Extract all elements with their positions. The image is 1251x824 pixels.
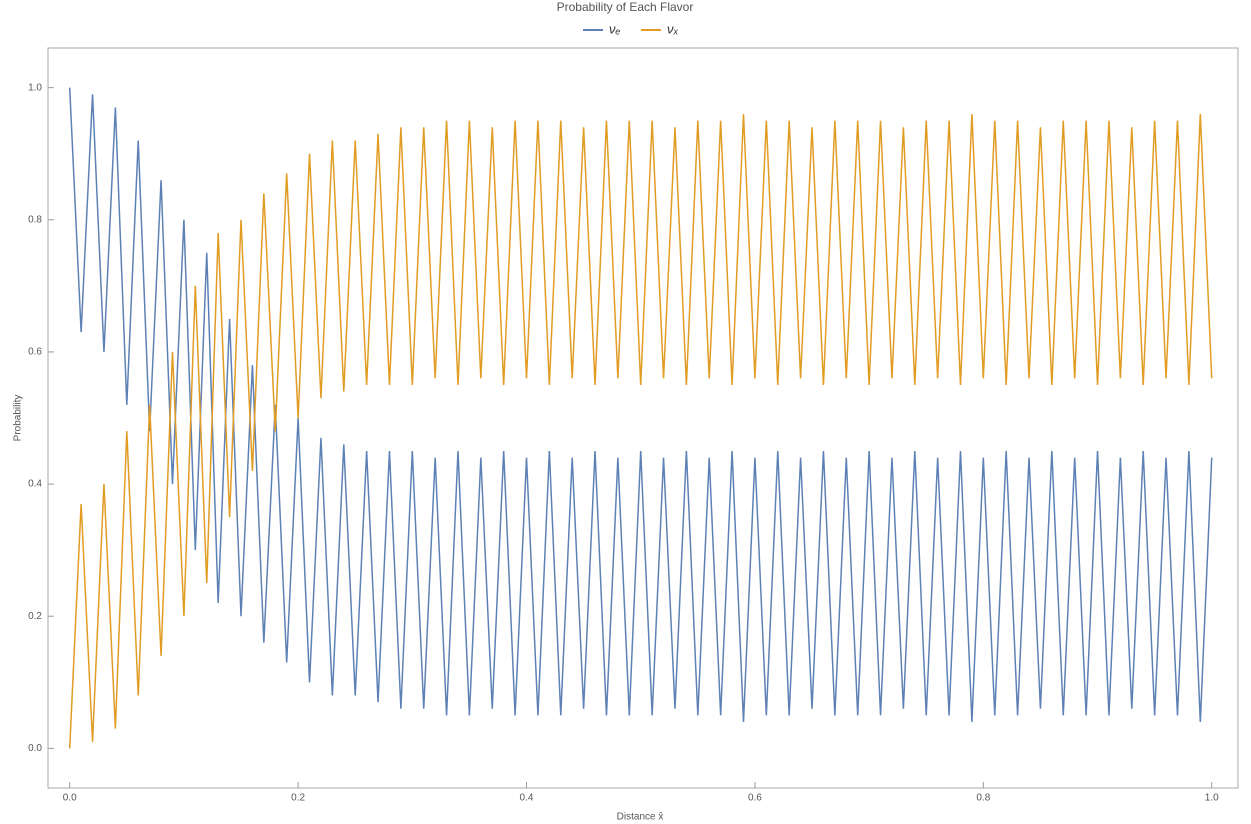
plot-frame bbox=[47, 47, 1239, 789]
y-tick-label: 0.0 bbox=[28, 743, 42, 754]
x-tick-label: 0.4 bbox=[520, 793, 534, 804]
y-axis-label: Probability bbox=[13, 395, 24, 442]
y-tick-label: 0.6 bbox=[28, 347, 42, 358]
series-line bbox=[68, 114, 1213, 749]
x-tick-label: 0.0 bbox=[63, 793, 77, 804]
y-tick-label: 0.2 bbox=[28, 611, 42, 622]
legend-label: νₑ bbox=[609, 21, 621, 36]
x-axis-label: Distance x̂ bbox=[617, 811, 664, 823]
chart-title: Probability of Each Flavor bbox=[557, 0, 694, 14]
x-tick-label: 1.0 bbox=[1205, 793, 1219, 804]
series-line bbox=[68, 87, 1213, 722]
x-tick-label: 0.8 bbox=[976, 793, 990, 804]
x-tick-label: 0.2 bbox=[291, 793, 305, 804]
x-tick-label: 0.6 bbox=[748, 793, 762, 804]
y-tick-label: 0.4 bbox=[28, 479, 42, 490]
y-tick-label: 1.0 bbox=[28, 82, 42, 93]
legend-label: νₓ bbox=[667, 21, 679, 36]
y-tick-label: 0.8 bbox=[28, 214, 42, 225]
